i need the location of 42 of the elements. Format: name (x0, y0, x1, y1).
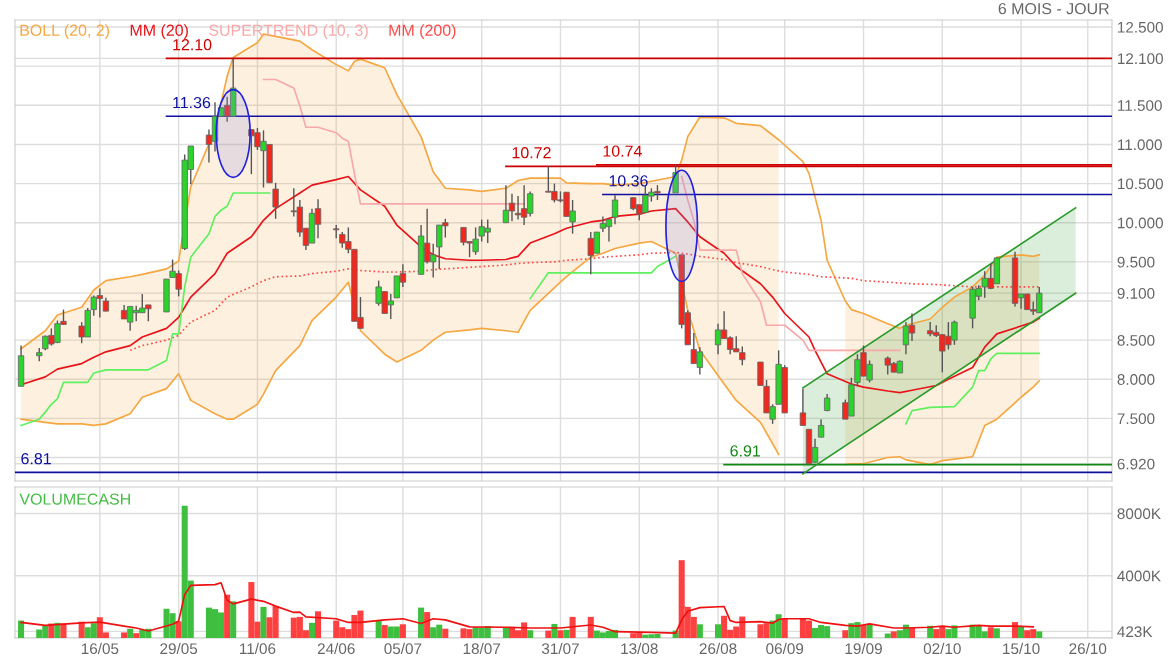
annotation: 12.10 (173, 39, 212, 51)
y-tick-label: 7.500 (1117, 413, 1155, 425)
x-tick-label: 15/10 (1003, 642, 1040, 655)
y-tick-label: 9.500 (1117, 256, 1155, 268)
x-tick-label: 06/09 (766, 642, 804, 655)
text: MM (20) (130, 24, 188, 40)
y-tick-label: 12.500 (1118, 21, 1163, 33)
annotation: 6.81 (21, 453, 51, 465)
y-tick-label: 8.500 (1117, 334, 1155, 346)
annotation: 11.36 (173, 96, 211, 109)
y-tick-label: 4000K (1117, 570, 1161, 582)
x-tick-label: 05/07 (384, 642, 422, 655)
y-tick-label: 8000K (1117, 508, 1161, 520)
annotation: 10.36 (609, 175, 648, 187)
y-tick-label: 9.100 (1117, 288, 1155, 299)
annotation: 6.91 (730, 445, 760, 457)
x-tick-label: 26/08 (699, 642, 737, 655)
text: SUPERTREND (10, 3) (209, 24, 368, 40)
x-tick-label: 24/06 (317, 642, 355, 655)
x-tick-label: 18/07 (463, 642, 501, 655)
x-tick-label: 11/06 (240, 642, 276, 655)
x-tick-label: 26/10 (1069, 642, 1107, 655)
x-tick-label: 16/05 (81, 642, 119, 655)
chart-subtitle: 6 MOIS - JOUR (998, 2, 1109, 15)
y-tick-label: 10.500 (1118, 178, 1163, 190)
annotation: 10.72 (512, 147, 551, 159)
y-tick-label: 11.500 (1118, 100, 1162, 111)
y-tick-label: 12.100 (1118, 53, 1163, 65)
chart-title: VOLUMECASH (19, 493, 130, 505)
x-tick-label: 02/10 (923, 642, 961, 655)
x-tick-label: 19/09 (845, 642, 882, 655)
x-tick-label: 29/05 (160, 642, 198, 655)
y-tick-label: 8.000 (1117, 374, 1155, 385)
y-tick-label: 6.920 (1117, 458, 1155, 470)
annotation: 10.74 (603, 145, 642, 157)
x-tick-label: 13/08 (621, 642, 658, 655)
y-tick-label: 423K (1117, 626, 1153, 638)
y-tick-label: 11.000 (1118, 139, 1162, 151)
text: BOLL (20, 2) (20, 24, 110, 40)
y-tick-label: 10.000 (1118, 217, 1163, 229)
text: MM (200) (389, 24, 456, 40)
x-tick-label: 31/07 (541, 642, 579, 655)
